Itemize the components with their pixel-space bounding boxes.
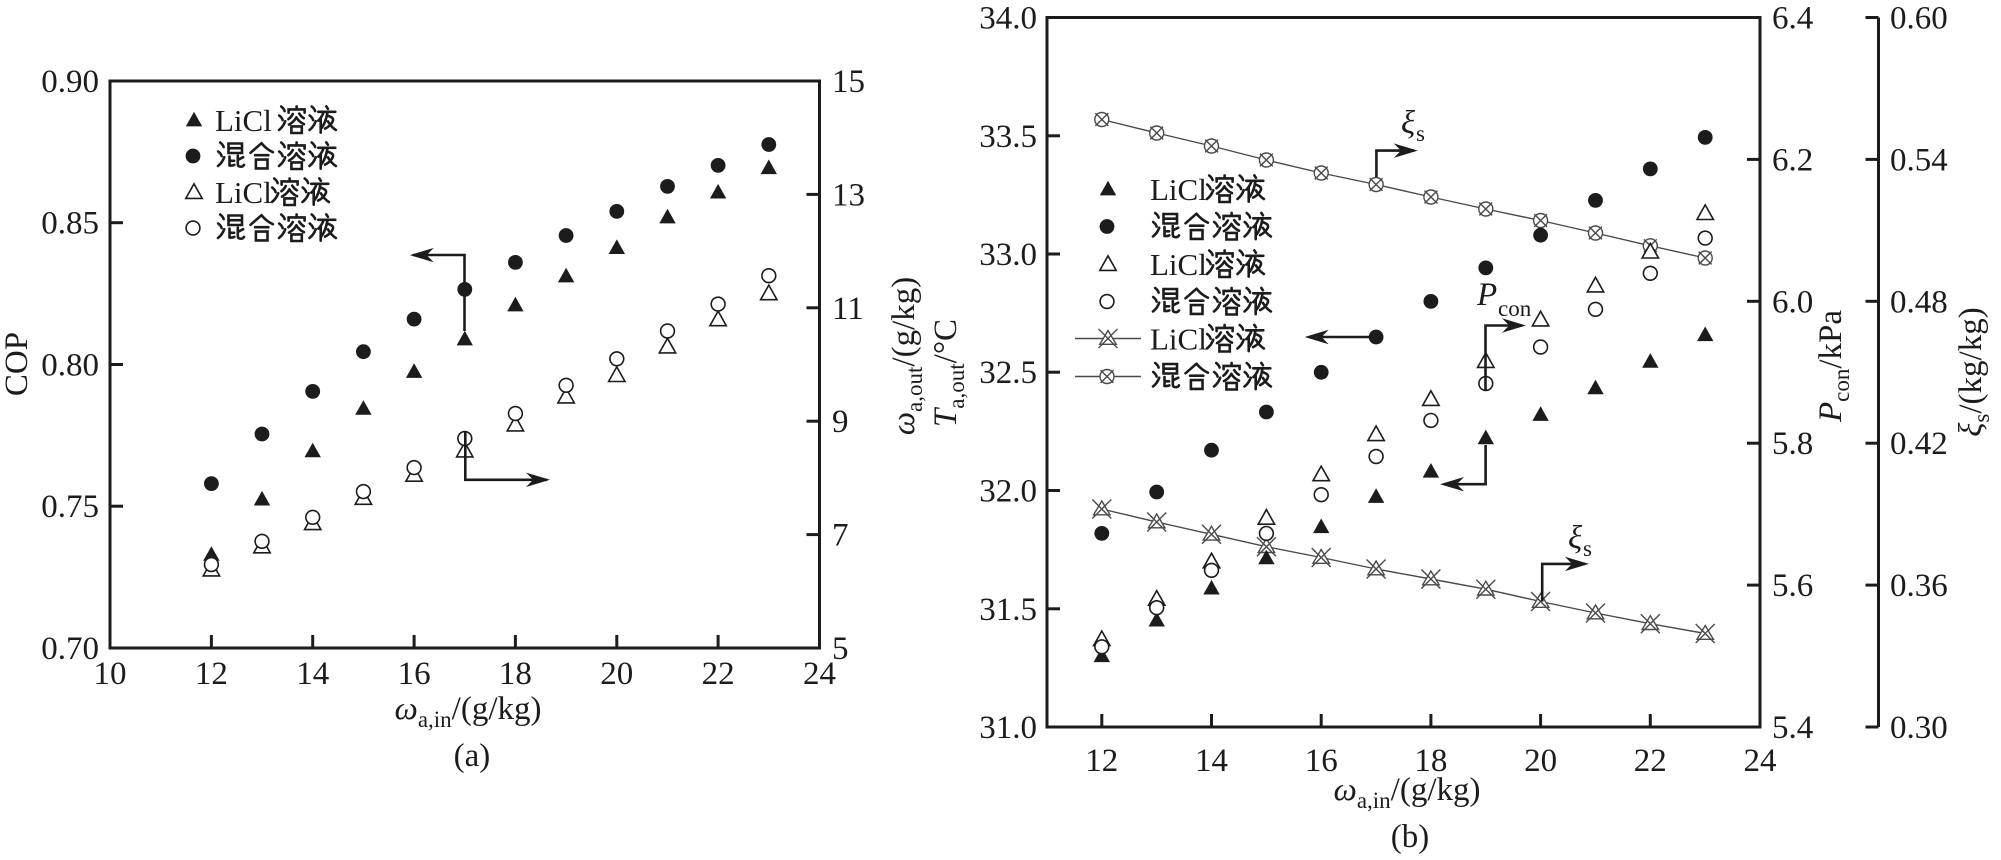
svg-text:0.48: 0.48 — [1890, 284, 1948, 320]
svg-text:34.0: 34.0 — [979, 1, 1037, 37]
svg-text:11: 11 — [832, 291, 864, 327]
svg-text:6.2: 6.2 — [1772, 142, 1813, 178]
svg-text:s: s — [1583, 536, 1592, 561]
svg-text:(a): (a) — [454, 738, 491, 774]
svg-text:16: 16 — [398, 656, 431, 692]
svg-text:LiCl: LiCl — [215, 103, 272, 138]
svg-text:Ta,out/°C: Ta,out/°C — [928, 319, 969, 427]
svg-text:15: 15 — [832, 64, 865, 100]
svg-text:24: 24 — [1744, 743, 1777, 779]
svg-text:0.70: 0.70 — [41, 631, 99, 667]
svg-text:6.4: 6.4 — [1772, 1, 1813, 37]
svg-text:COP: COP — [0, 332, 35, 396]
svg-text:ξ: ξ — [1401, 105, 1416, 141]
svg-text:0.30: 0.30 — [1890, 710, 1948, 746]
svg-text:5.6: 5.6 — [1772, 568, 1813, 604]
svg-text:LiCl: LiCl — [1150, 322, 1207, 357]
svg-text:0.42: 0.42 — [1890, 426, 1948, 462]
svg-text:0.85: 0.85 — [41, 206, 99, 242]
svg-text:13: 13 — [832, 177, 865, 213]
svg-text:7: 7 — [832, 518, 849, 554]
svg-text:12: 12 — [1085, 743, 1118, 779]
svg-text:12: 12 — [195, 656, 228, 692]
svg-text:33.0: 33.0 — [979, 237, 1037, 273]
svg-text:con: con — [1498, 296, 1532, 321]
svg-text:0.36: 0.36 — [1890, 568, 1948, 604]
svg-text:18: 18 — [1414, 743, 1447, 779]
svg-text:9: 9 — [832, 404, 849, 440]
svg-text:6.0: 6.0 — [1772, 284, 1813, 320]
svg-text:10: 10 — [94, 656, 127, 692]
svg-text:ξ: ξ — [1568, 520, 1583, 556]
svg-text:14: 14 — [296, 656, 329, 692]
svg-text:LiCl: LiCl — [215, 175, 272, 210]
svg-text:ωa,in/(g/kg): ωa,in/(g/kg) — [1334, 772, 1481, 813]
svg-text:LiCl: LiCl — [1150, 247, 1207, 282]
svg-text:s: s — [1416, 121, 1425, 146]
svg-text:0.54: 0.54 — [1890, 142, 1948, 178]
svg-text:P: P — [1476, 277, 1497, 313]
svg-text:32.0: 32.0 — [979, 474, 1037, 510]
svg-text:14: 14 — [1195, 743, 1228, 779]
svg-text:5.4: 5.4 — [1772, 710, 1813, 746]
svg-text:33.5: 33.5 — [979, 119, 1037, 155]
svg-text:16: 16 — [1305, 743, 1338, 779]
svg-text:22: 22 — [702, 656, 735, 692]
svg-text:Pcon/kPa: Pcon/kPa — [1813, 310, 1854, 423]
svg-text:5: 5 — [832, 631, 849, 667]
svg-text:5.8: 5.8 — [1772, 426, 1813, 462]
svg-text:0.75: 0.75 — [41, 489, 99, 525]
svg-text:18: 18 — [499, 656, 532, 692]
svg-text:0.80: 0.80 — [41, 348, 99, 384]
svg-text:0.60: 0.60 — [1890, 1, 1948, 37]
svg-text:22: 22 — [1634, 743, 1667, 779]
svg-text:20: 20 — [600, 656, 633, 692]
svg-text:ωa,in/(g/kg): ωa,in/(g/kg) — [395, 691, 542, 732]
svg-text:LiCl: LiCl — [1150, 172, 1207, 207]
svg-text:ωa,out/(g/kg): ωa,out/(g/kg) — [886, 277, 927, 436]
svg-text:0.90: 0.90 — [41, 64, 99, 100]
svg-text:24: 24 — [803, 656, 836, 692]
svg-text:(b): (b) — [1391, 819, 1429, 855]
svg-text:ξs/(kg/kg): ξs/(kg/kg) — [1953, 307, 1994, 436]
svg-text:31.0: 31.0 — [979, 710, 1037, 746]
svg-text:20: 20 — [1524, 743, 1557, 779]
svg-text:31.5: 31.5 — [979, 592, 1037, 628]
svg-text:32.5: 32.5 — [979, 355, 1037, 391]
